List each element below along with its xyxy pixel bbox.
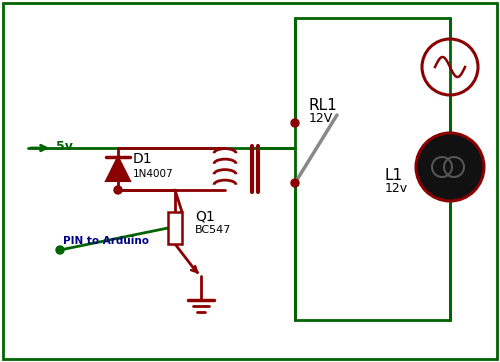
Text: PIN to Arduino: PIN to Arduino — [63, 236, 149, 246]
Text: D1: D1 — [133, 152, 152, 166]
Circle shape — [416, 133, 484, 201]
Circle shape — [114, 186, 122, 194]
Text: RL1: RL1 — [309, 97, 338, 113]
Text: 5v: 5v — [56, 140, 73, 153]
Circle shape — [291, 179, 299, 187]
Text: BC547: BC547 — [195, 225, 232, 235]
Circle shape — [291, 119, 299, 127]
Text: 1N4007: 1N4007 — [133, 169, 173, 179]
Bar — [168, 212, 182, 244]
Text: 12v: 12v — [385, 182, 408, 195]
Text: 12V: 12V — [309, 111, 333, 125]
Polygon shape — [106, 157, 130, 181]
Text: L1: L1 — [385, 168, 403, 182]
Circle shape — [56, 246, 64, 254]
Text: Q1: Q1 — [195, 209, 215, 223]
